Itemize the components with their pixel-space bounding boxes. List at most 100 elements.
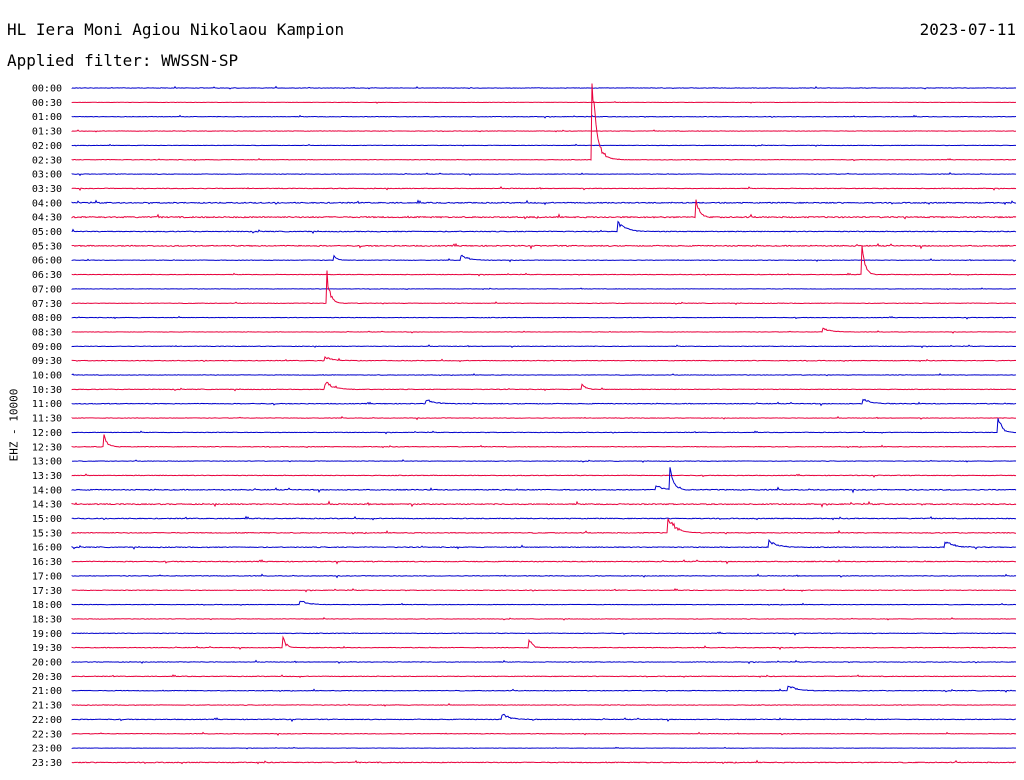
row-time-label: 18:30 <box>32 614 62 625</box>
trace-row-2300 <box>71 746 1017 750</box>
row-time-label: 07:30 <box>32 299 62 310</box>
trace-row-0830 <box>71 327 1017 334</box>
row-time-label: 07:00 <box>32 284 62 295</box>
trace-row-0730 <box>71 270 1017 305</box>
trace-row-0000 <box>71 85 1017 90</box>
trace-row-1200 <box>71 418 1017 435</box>
trace-row-1430 <box>71 500 1017 508</box>
row-time-label: 08:00 <box>32 313 62 324</box>
row-time-label: 02:30 <box>32 155 62 166</box>
trace-row-0230 <box>71 83 1017 162</box>
trace-row-1000 <box>71 373 1017 377</box>
time-axis-labels: 00:00 00:30 01:00 01:30 02:00 02:30 03:00 03:30… <box>32 84 62 769</box>
row-time-label: 15:30 <box>32 528 62 539</box>
trace-row-1230 <box>71 434 1017 449</box>
row-time-label: 11:30 <box>32 414 62 425</box>
trace-row-1030 <box>71 381 1016 392</box>
row-time-label: 21:00 <box>32 686 62 697</box>
trace-row-1830 <box>71 617 1017 621</box>
trace-row-1530 <box>71 518 1017 535</box>
trace-row-1900 <box>71 631 1017 636</box>
row-time-label: 11:00 <box>32 399 62 410</box>
trace-row-1130 <box>71 415 1017 421</box>
row-time-label: 06:00 <box>32 256 62 267</box>
row-time-label: 03:00 <box>32 170 62 181</box>
trace-row-0100 <box>71 114 1017 119</box>
row-time-label: 22:00 <box>32 715 62 726</box>
trace-row-0800 <box>71 315 1017 320</box>
page-title: HL Iera Moni Agiou Nikolaou Kampion <box>7 20 345 39</box>
row-time-label: 23:00 <box>32 744 62 755</box>
row-time-label: 04:30 <box>32 213 62 224</box>
row-time-label: 17:30 <box>32 586 62 597</box>
trace-row-0900 <box>71 344 1017 349</box>
row-time-label: 05:00 <box>32 227 62 238</box>
row-time-label: 18:00 <box>32 600 62 611</box>
trace-row-2030 <box>71 674 1017 678</box>
row-time-label: 04:00 <box>32 198 62 209</box>
row-time-label: 21:30 <box>32 701 62 712</box>
row-time-label: 16:00 <box>32 543 62 554</box>
row-time-label: 05:30 <box>32 241 62 252</box>
row-time-label: 16:30 <box>32 557 62 568</box>
row-time-label: 23:30 <box>32 758 62 769</box>
trace-row-0330 <box>71 186 1017 191</box>
trace-row-0930 <box>71 355 1017 363</box>
trace-row-0400 <box>71 199 1017 206</box>
trace-row-0700 <box>71 287 1017 291</box>
row-time-label: 12:30 <box>32 442 62 453</box>
row-time-label: 09:00 <box>32 342 62 353</box>
row-time-label: 14:00 <box>32 485 62 496</box>
trace-row-1630 <box>71 559 1017 565</box>
trace-row-2230 <box>71 731 1017 736</box>
trace-row-0530 <box>71 242 1017 250</box>
row-time-label: 00:30 <box>32 98 62 109</box>
row-time-label: 13:30 <box>32 471 62 482</box>
row-time-label: 06:30 <box>32 270 62 281</box>
trace-row-1100 <box>71 398 1017 407</box>
trace-row-2200 <box>71 713 1017 723</box>
trace-row-1600 <box>71 538 1017 550</box>
row-time-label: 10:30 <box>32 385 62 396</box>
trace-row-0300 <box>71 172 1017 177</box>
trace-row-2100 <box>71 685 1017 693</box>
trace-row-1800 <box>71 600 1017 606</box>
row-time-label: 02:00 <box>32 141 62 152</box>
row-time-label: 01:30 <box>32 127 62 138</box>
row-time-label: 17:00 <box>32 571 62 582</box>
row-time-label: 13:00 <box>32 457 62 468</box>
trace-row-1300 <box>71 459 1017 463</box>
trace-row-1930 <box>71 635 1017 651</box>
trace-row-2330 <box>71 759 1017 765</box>
trace-row-1730 <box>71 588 1017 593</box>
trace-row-0630 <box>71 245 1017 277</box>
row-time-label: 09:30 <box>32 356 62 367</box>
trace-row-2130 <box>71 702 1017 707</box>
trace-row-1700 <box>71 573 1017 579</box>
row-time-label: 20:30 <box>32 672 62 683</box>
trace-row-0200 <box>71 143 1017 147</box>
row-time-label: 22:30 <box>32 729 62 740</box>
row-time-label: 08:30 <box>32 327 62 338</box>
trace-row-0430 <box>71 199 1017 220</box>
row-time-label: 19:00 <box>32 629 62 640</box>
trace-row-0500 <box>71 220 1017 235</box>
row-time-label: 14:30 <box>32 500 62 511</box>
filter-label: Applied filter: WWSSN-SP <box>7 51 239 70</box>
seismogram-traces <box>71 83 1017 765</box>
row-time-label: 15:00 <box>32 514 62 525</box>
row-time-label: 10:00 <box>32 371 62 382</box>
trace-row-0030 <box>71 101 1017 104</box>
trace-row-0600 <box>71 254 1017 263</box>
trace-row-2000 <box>71 659 1017 665</box>
trace-row-1330 <box>71 473 1017 478</box>
row-time-label: 12:00 <box>32 428 62 439</box>
row-time-label: 01:00 <box>32 112 62 123</box>
trace-row-0130 <box>71 129 1017 133</box>
row-time-label: 03:30 <box>32 184 62 195</box>
trace-row-1400 <box>71 467 1017 494</box>
row-time-label: 19:30 <box>32 643 62 654</box>
trace-row-1500 <box>71 515 1017 521</box>
page-date: 2023-07-11 <box>919 20 1016 39</box>
